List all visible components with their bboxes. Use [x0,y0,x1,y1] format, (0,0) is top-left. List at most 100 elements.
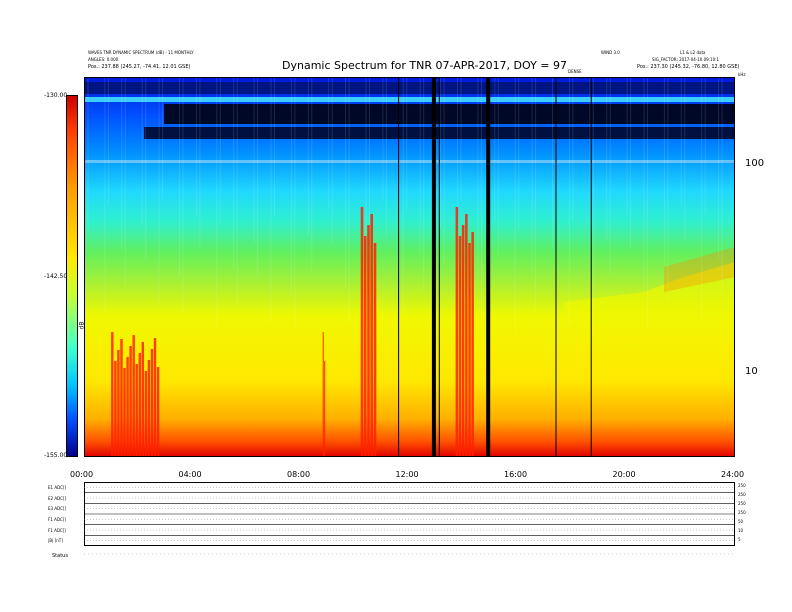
texture-streak [531,77,533,273]
texture-streak [423,77,425,289]
bottom-right-label: 250 [738,492,746,497]
bottom-row-label: E2 ADC[] [48,495,67,501]
burst-column [370,214,373,457]
header-left-line2: ANGLES: 0.000 [88,57,119,62]
texture-streak [290,77,292,296]
burst-column [117,350,120,457]
texture-streak [589,77,591,300]
right-units-label: kHz [738,72,746,77]
spectrogram-plot [84,77,735,457]
colorbar-tick-bottom: -155.00 [44,452,68,459]
texture-streak [107,77,109,206]
burst-column [458,236,462,457]
header-center-small: DENSE [568,69,582,74]
texture-streak [331,77,333,244]
texture-streak [199,77,201,251]
texture-streak [680,77,682,205]
texture-streak [236,77,238,304]
burst-column [322,332,324,457]
header-right-top2: L1 & L2 data [680,50,706,55]
texture-streak [606,77,608,239]
bottom-right-label: 10 [738,528,744,533]
texture-streak [572,77,574,221]
texture-streak [365,77,367,262]
bottom-right-label: 250 [738,510,746,515]
data-gap-line [590,77,592,457]
texture-streak [294,77,296,331]
burst-column [150,349,154,457]
texture-streak [345,77,347,288]
x-tick-label: 24:00 [721,470,745,479]
texture-streak [158,77,160,303]
burst-column [468,243,471,457]
status-strip [84,553,735,555]
right-yellow-rise [564,262,735,327]
header-right-line2: SIG_FACTOR: 2017-04-10 09:10:1 [652,57,720,62]
burst-column [324,361,326,457]
texture-streak [195,77,197,216]
bottom-row-label: F1 ADC[] [48,527,66,533]
x-tick-label: 04:00 [178,470,202,479]
burst-column [123,368,126,457]
texture-streak [124,77,126,285]
texture-streak [647,77,648,327]
burst-column [156,367,160,457]
texture-streak [253,77,255,243]
burst-column [132,335,135,457]
texture-streak [328,77,330,209]
texture-streak [443,77,445,263]
texture-streak [162,77,164,198]
texture-streak [514,77,516,334]
burst-column [465,214,468,457]
texture-streak [457,77,458,307]
plot-frame [84,77,735,457]
texture-streak [568,77,570,326]
burst-column [126,357,129,457]
bottom-right-label: 5 [738,537,741,542]
burst-column [461,225,465,457]
data-gap-line [555,77,557,457]
burst-column [471,232,474,457]
bottom-right-label: 250 [738,483,746,488]
texture-streak [104,77,106,311]
burst-column [455,207,459,457]
texture-streak [643,77,645,292]
burst-column [135,364,138,457]
texture-streak [609,77,611,274]
header-right-position: Pos.: 237.30 (245.32, -76.80, 12.80 GSE) [637,64,740,70]
texture-streak [369,77,370,297]
burst-column [373,243,377,457]
colorbar-tick-mid: -142.50 [44,273,68,280]
bottom-row-label: |B| [nT] [48,538,63,544]
texture-streak [667,77,669,301]
burst-column [153,338,157,457]
header-right-top1: WIND 3.0 [601,50,620,55]
colorbar-tick-top: -130.00 [44,92,68,99]
texture-streak [219,77,221,225]
top-dark-band [84,82,735,94]
texture-streak [311,77,313,270]
y-tick-10: 10 [745,366,758,377]
texture-streak [382,77,384,201]
texture-streak [460,77,462,202]
texture-streak [663,77,665,266]
texture-streak [518,77,520,229]
texture-streak [440,77,442,228]
mid-light-band [84,160,735,163]
texture-streak [701,77,703,319]
bottom-right-label: 250 [738,501,746,506]
data-gap-line [398,77,400,457]
x-tick-label: 20:00 [612,470,636,479]
bottom-row-label: E1 ADC[] [48,484,67,490]
colorbar [66,95,78,457]
burst-column [141,342,144,457]
texture-streak [630,77,632,248]
texture-streak [348,77,350,323]
status-label: Status [52,553,68,559]
texture-streak [704,77,706,214]
data-gap-line [486,77,491,457]
texture-streak [182,77,184,312]
texture-streak [406,77,408,210]
x-tick-label: 16:00 [504,470,528,479]
texture-streak [141,77,143,224]
